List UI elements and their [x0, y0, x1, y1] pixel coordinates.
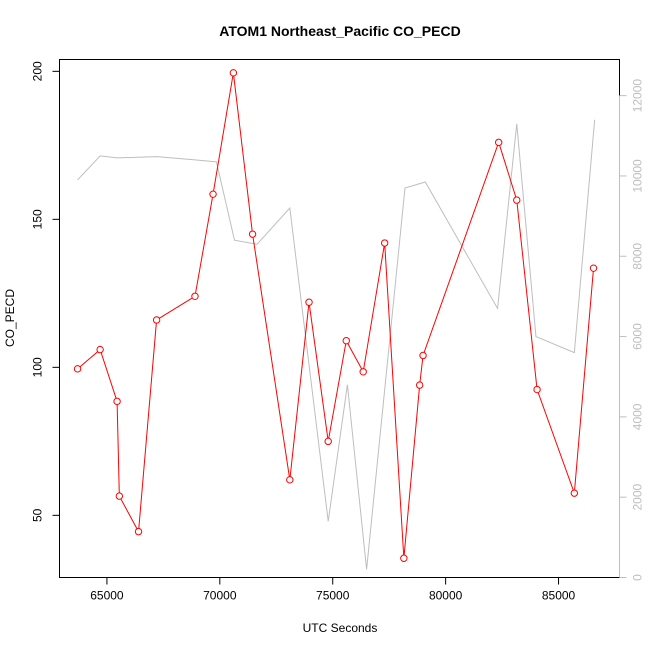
- data-point: [324, 437, 332, 446]
- x-axis-label: UTC Seconds: [303, 621, 378, 635]
- data-point: [229, 69, 238, 77]
- data-point: [400, 554, 408, 562]
- data-point: [115, 492, 124, 500]
- data-point: [570, 489, 579, 497]
- y-tick-label-right: 10000: [631, 159, 645, 193]
- data-point: [494, 138, 503, 147]
- series-layer: [73, 69, 598, 570]
- y-tick-label-right: 12000: [631, 79, 645, 113]
- chart-title: ATOM1 Northeast_Pacific CO_PECD: [219, 23, 460, 39]
- series-line-co-pecd: [77, 72, 595, 559]
- data-point: [342, 337, 350, 345]
- x-axis: 65000 70000 75000 80000 85000: [90, 577, 576, 603]
- y-axis-right: 0 2000 4000 6000 8000 10000 12000: [619, 79, 645, 581]
- y-tick-label-left: 200: [31, 61, 45, 81]
- y-tick-label-left: 50: [31, 508, 45, 522]
- x-tick-label: 85000: [542, 589, 576, 603]
- y-tick-label-right: 4000: [631, 403, 645, 430]
- y-axis-left: 50 100 150 200: [31, 61, 60, 522]
- y-tick-label-right: 2000: [631, 484, 645, 511]
- series-line-secondary: [77, 119, 596, 570]
- data-point: [305, 298, 313, 306]
- data-point: [286, 476, 294, 484]
- plot-frame: [59, 59, 620, 578]
- data-point: [589, 264, 598, 272]
- y-axis-label: CO_PECD: [3, 289, 17, 347]
- y-tick-label-right: 8000: [631, 243, 645, 270]
- data-point: [96, 345, 104, 354]
- data-point: [359, 368, 367, 376]
- data-point: [533, 385, 541, 394]
- data-point: [513, 196, 521, 204]
- x-tick-label: 75000: [316, 589, 350, 603]
- y-tick-label-right: 0: [631, 574, 645, 581]
- y-tick-label-right: 6000: [631, 323, 645, 350]
- data-point: [209, 190, 217, 198]
- data-point: [113, 397, 121, 406]
- data-point: [419, 351, 427, 360]
- x-tick-label: 65000: [90, 589, 124, 603]
- data-point: [134, 527, 143, 536]
- data-point: [73, 365, 82, 373]
- y-tick-label-left: 150: [31, 209, 45, 229]
- data-point: [380, 239, 389, 247]
- data-point: [415, 381, 424, 389]
- x-tick-label: 70000: [203, 589, 237, 603]
- data-point: [248, 230, 257, 238]
- x-tick-label: 80000: [429, 589, 463, 603]
- data-point: [152, 316, 161, 324]
- y-tick-label-left: 100: [31, 357, 45, 377]
- data-point: [191, 292, 199, 300]
